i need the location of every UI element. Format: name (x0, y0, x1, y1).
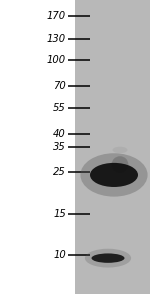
Text: 35: 35 (53, 142, 66, 152)
Text: 15: 15 (53, 209, 66, 219)
Text: 100: 100 (47, 55, 66, 65)
Ellipse shape (112, 156, 128, 173)
Text: 40: 40 (53, 129, 66, 139)
Ellipse shape (92, 253, 124, 263)
Ellipse shape (80, 153, 148, 197)
Bar (75, 0, 150, 294)
Text: 130: 130 (47, 34, 66, 44)
Ellipse shape (112, 147, 128, 153)
Text: 170: 170 (47, 11, 66, 21)
Ellipse shape (90, 163, 138, 187)
Text: 25: 25 (53, 167, 66, 177)
Text: 70: 70 (53, 81, 66, 91)
Text: 55: 55 (53, 103, 66, 113)
Text: 10: 10 (53, 250, 66, 260)
Bar (0, 0, 75, 294)
Ellipse shape (85, 249, 131, 268)
